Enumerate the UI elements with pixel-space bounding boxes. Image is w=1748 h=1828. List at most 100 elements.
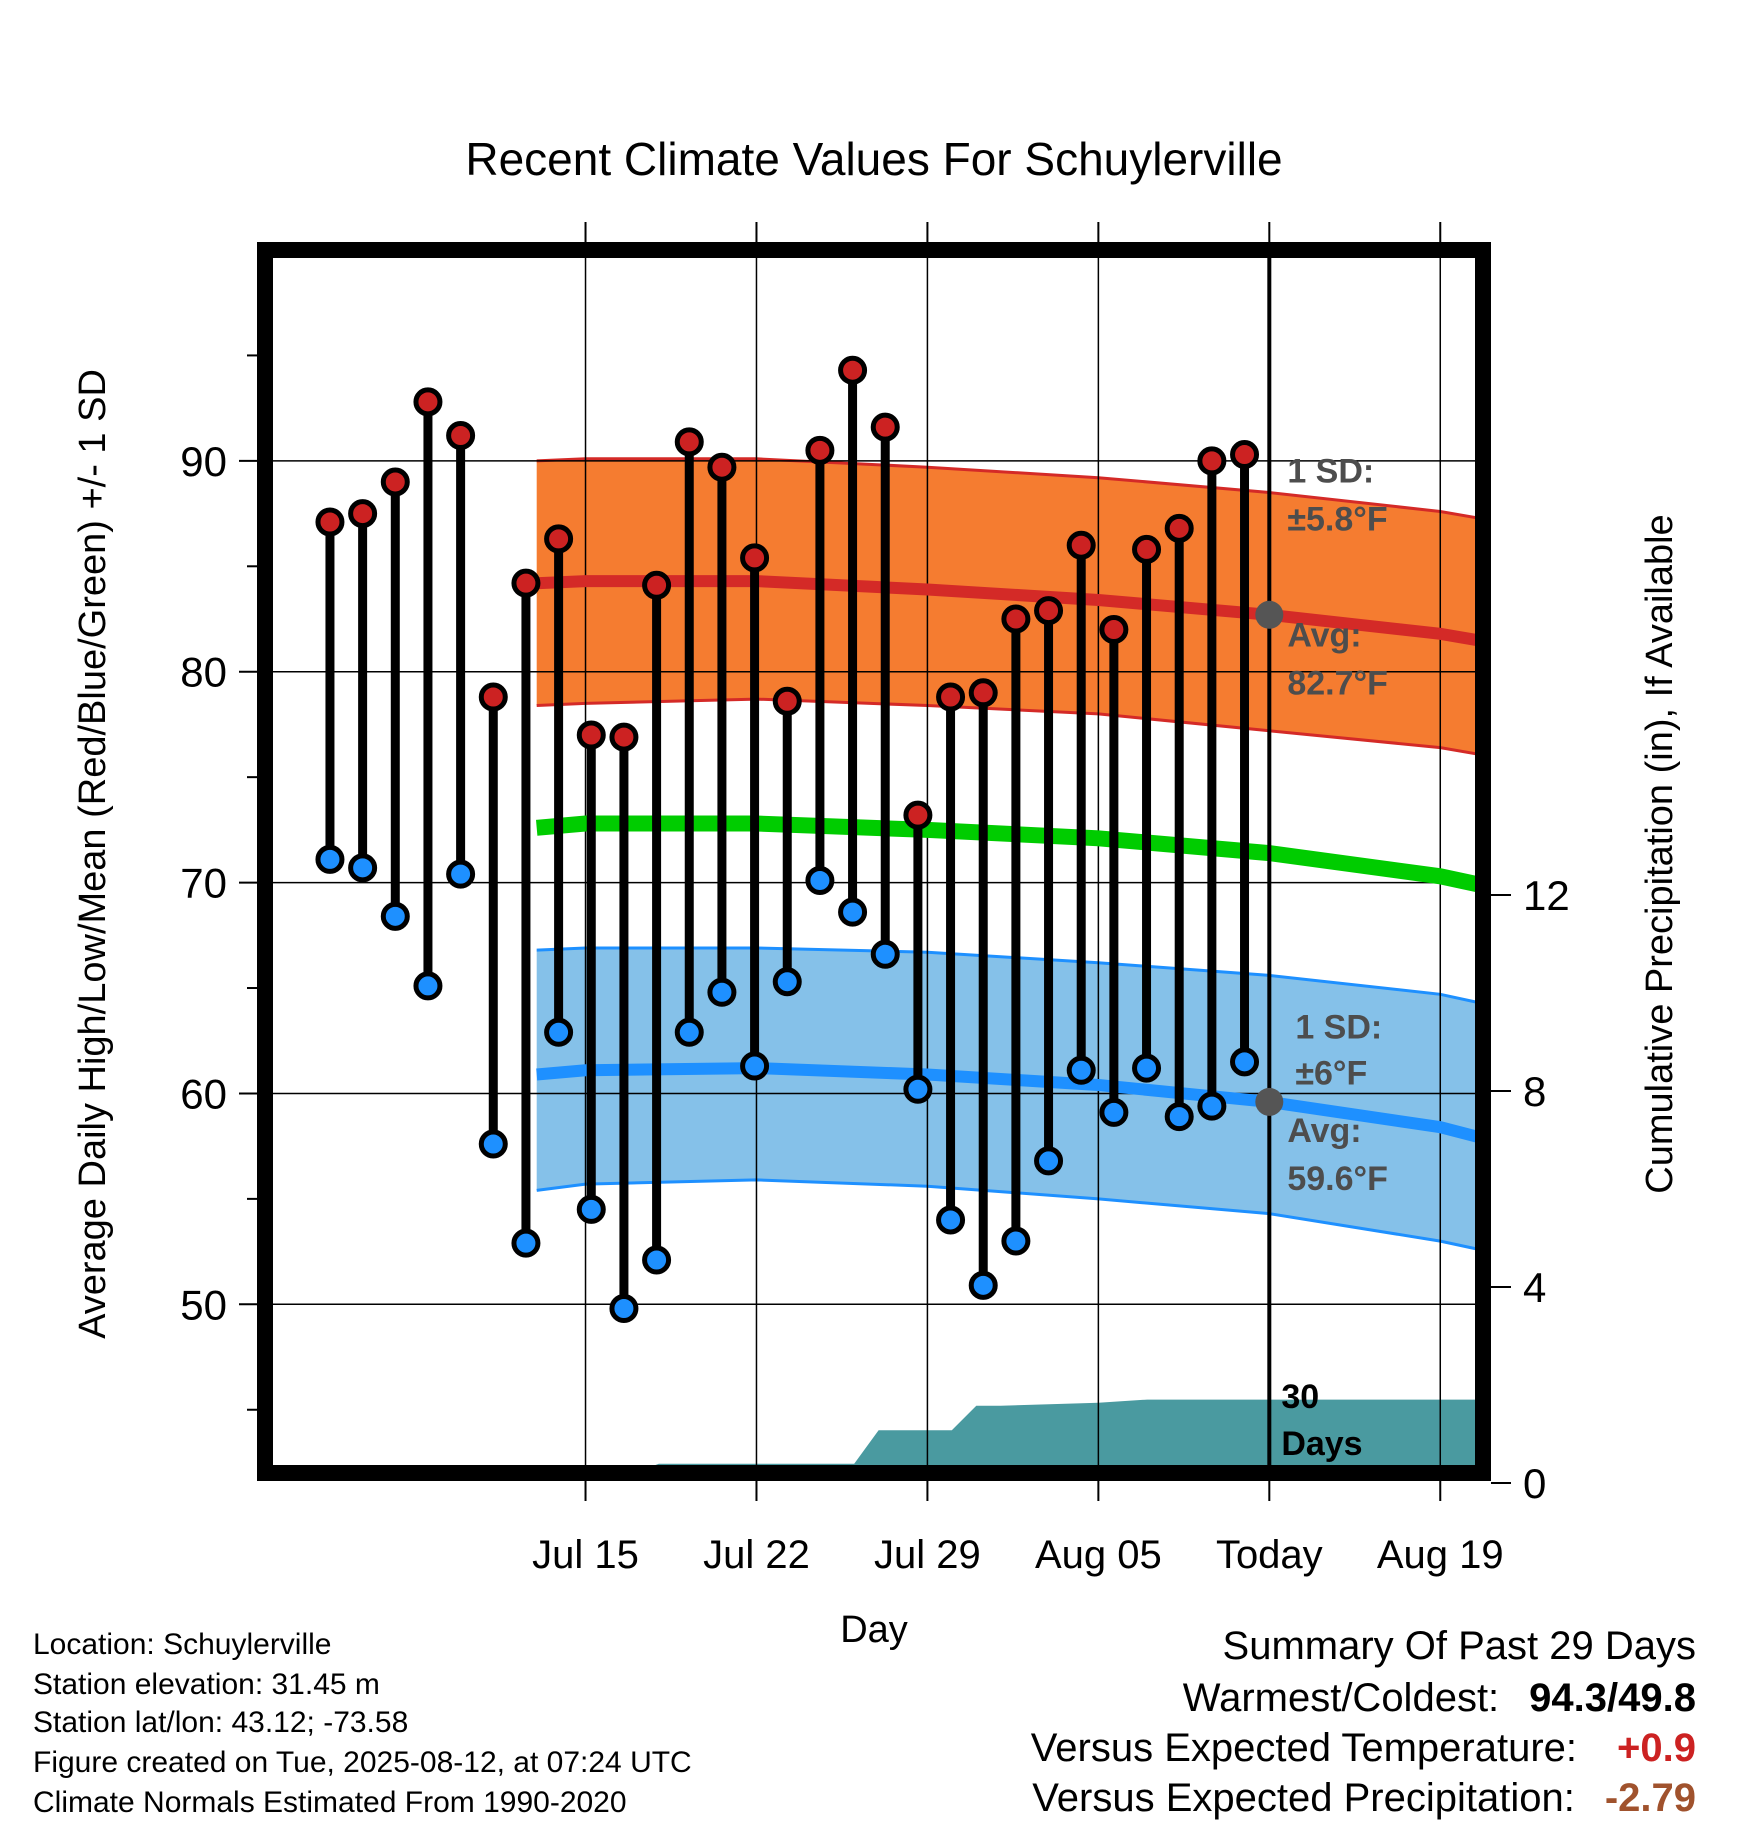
high-point [478, 682, 508, 712]
low-point [1197, 1091, 1227, 1121]
high-point [674, 427, 704, 457]
high-point [642, 570, 672, 600]
high-point [772, 686, 802, 716]
y2-tick-label: 4 [1523, 1264, 1546, 1311]
low-point [1164, 1102, 1194, 1132]
low-sd-value: ±6°F [1295, 1054, 1367, 1092]
x-tick-label: Jul 29 [874, 1533, 981, 1577]
high-point [903, 800, 933, 830]
low-point [380, 901, 410, 931]
low-point [903, 1074, 933, 1104]
summary-precip-row: Versus Expected Precipitation: -2.79 [1032, 1776, 1696, 1821]
low-point [1034, 1146, 1064, 1176]
low-point [478, 1129, 508, 1159]
low-point [1001, 1226, 1031, 1256]
summary-warmest-label: Warmest/Coldest: [1182, 1676, 1500, 1720]
summary-precip-value: -2.79 [1604, 1776, 1696, 1820]
today-high-avg-marker [1255, 600, 1284, 629]
y-axis-label: Average Daily High/Low/Mean (Red/Blue/Gr… [72, 369, 114, 1339]
high-point [1164, 513, 1194, 543]
low-point [838, 897, 868, 927]
high-point [740, 543, 770, 573]
y2-tick-label: 0 [1523, 1460, 1546, 1507]
high-point [1197, 446, 1227, 476]
y-tick-label: 70 [180, 860, 227, 907]
low-point [1066, 1055, 1096, 1085]
high-point [315, 507, 345, 537]
y2-tick-label: 12 [1523, 872, 1570, 919]
summary-precip-label: Versus Expected Precipitation: [1032, 1776, 1575, 1820]
high-point [1099, 615, 1129, 645]
high-point [1132, 534, 1162, 564]
low-point [936, 1205, 966, 1235]
y-tick-label: 90 [180, 438, 227, 485]
today-low-avg-marker [1255, 1087, 1284, 1116]
normals-text: Climate Normals Estimated From 1990-2020 [33, 1786, 627, 1819]
location-text: Location: Schuylerville [33, 1628, 332, 1661]
low-point [707, 977, 737, 1007]
low-point [609, 1294, 639, 1324]
y2-tick-label: 8 [1523, 1068, 1546, 1115]
low-point [674, 1017, 704, 1047]
x-tick-label: Aug 05 [1035, 1533, 1162, 1577]
x-tick-label: Aug 19 [1377, 1533, 1504, 1577]
created-text: Figure created on Tue, 2025-08-12, at 07… [33, 1746, 692, 1779]
high-avg-label: Avg: [1287, 616, 1361, 654]
high-point [870, 412, 900, 442]
low-point [1230, 1047, 1260, 1077]
low-point [870, 939, 900, 969]
low-point [968, 1270, 998, 1300]
high-sd-label: 1 SD: [1287, 453, 1374, 491]
low-point [348, 853, 378, 883]
high-point [446, 421, 476, 451]
summary-title: Summary Of Past 29 Days [1222, 1624, 1696, 1668]
x-tick-label: Jul 15 [532, 1533, 639, 1577]
high-point [805, 435, 835, 465]
low-point [315, 844, 345, 874]
high-point [544, 524, 574, 554]
high-point [576, 720, 606, 750]
low-point [1099, 1097, 1129, 1127]
summary-warmest-row: Warmest/Coldest: 94.3/49.8 [1183, 1676, 1696, 1721]
low-point [511, 1228, 541, 1258]
low-sd-label: 1 SD: [1295, 1008, 1382, 1046]
high-upper-edge [536, 457, 1483, 521]
low-point [1132, 1053, 1162, 1083]
high-sd-value: ±5.8°F [1287, 501, 1387, 539]
high-point [968, 678, 998, 708]
elevation-text: Station elevation: 31.45 m [33, 1668, 380, 1701]
low-point [772, 967, 802, 997]
x-axis-label: Day [840, 1609, 908, 1651]
low-point [576, 1194, 606, 1224]
plot-area: 1 SD: ±5.8°F Avg: 82.7°F 1 SD: ±6°F Avg: 59.6°F… [180, 222, 1570, 1577]
latlon-text: Station lat/lon: 43.12; -73.58 [33, 1706, 409, 1739]
low-point [446, 859, 476, 889]
high-point [838, 355, 868, 385]
high-point [707, 452, 737, 482]
summary-warmest-value: 94.3/49.8 [1529, 1676, 1696, 1720]
x-tick-label: Today [1216, 1533, 1323, 1577]
high-normal-line [536, 575, 1483, 648]
summary-temp-row: Versus Expected Temperature: +0.9 [1031, 1726, 1696, 1771]
high-avg-value: 82.7°F [1287, 664, 1388, 702]
plot-clip-group [265, 250, 1483, 1473]
y-tick-label: 60 [180, 1070, 227, 1117]
chart-title: Recent Climate Values For Schuylerville [465, 133, 1282, 185]
y-tick-label: 50 [180, 1281, 227, 1328]
summary-temp-value: +0.9 [1617, 1726, 1696, 1770]
low-point [544, 1017, 574, 1047]
low-avg-value: 59.6°F [1287, 1160, 1388, 1198]
low-avg-label: Avg: [1287, 1112, 1361, 1150]
high-point [348, 499, 378, 529]
high-point [936, 682, 966, 712]
high-point [413, 387, 443, 417]
high-point [1066, 530, 1096, 560]
window-days-label: Days [1281, 1425, 1362, 1463]
plot-frame [257, 242, 1491, 1481]
low-point [413, 971, 443, 1001]
low-point [740, 1051, 770, 1081]
high-point [1001, 604, 1031, 634]
high-point [1230, 440, 1260, 470]
y2-axis-label: Cumulative Precipitation (in), If Availa… [1639, 514, 1681, 1193]
